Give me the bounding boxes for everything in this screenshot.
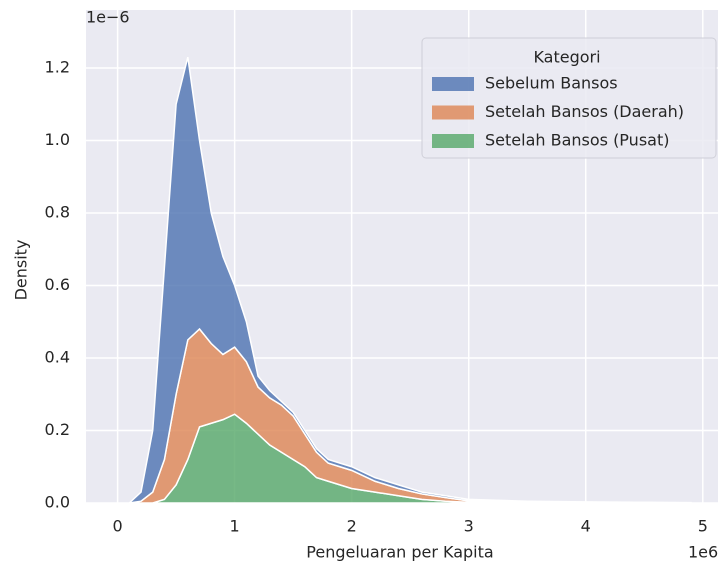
y-tick-label: 1.2 [45,58,70,77]
x-offset-label: 1e6 [688,543,718,562]
x-tick-label: 0 [113,517,123,536]
legend-label: Sebelum Bansos [485,74,618,93]
legend-title: Kategori [533,48,600,67]
x-tick-label: 3 [464,517,474,536]
y-tick-label: 0.0 [45,493,70,512]
y-tick-label: 0.4 [45,348,70,367]
legend-box [421,37,717,159]
y-tick-label: 0.6 [45,275,70,294]
legend-swatch [432,134,474,148]
y-tick-label: 0.2 [45,420,70,439]
x-tick-label: 5 [698,517,708,536]
x-tick-label: 1 [230,517,240,536]
legend-swatch [432,105,474,120]
y-offset-label: 1e−6 [86,8,130,27]
y-tick-label: 1.0 [45,130,70,149]
legend-label: Setelah Bansos (Pusat) [485,131,669,150]
x-tick-label: 4 [581,517,591,536]
y-tick-label: 0.8 [45,203,70,222]
density-area [127,56,692,505]
y-axis-label: Density [12,240,31,301]
legend-swatch [432,77,474,91]
x-axis-label: Pengeluaran per Kapita [306,543,493,562]
x-tick-label: 2 [347,517,357,536]
legend-label: Setelah Bansos (Daerah) [485,102,684,121]
